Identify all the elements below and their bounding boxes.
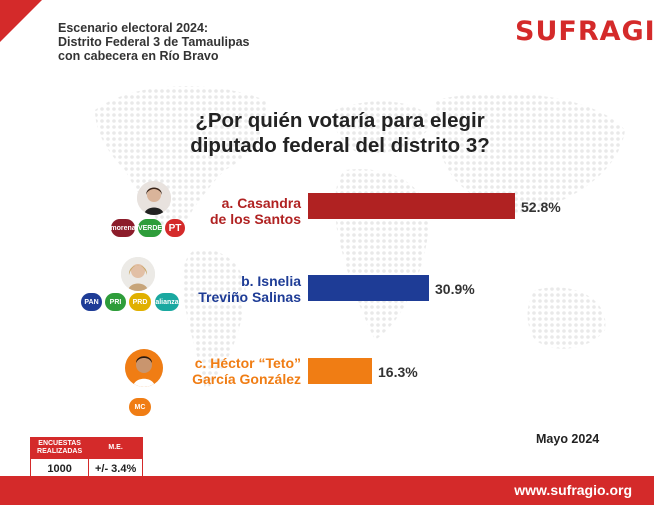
bar-label: a. Casandra	[221, 195, 301, 211]
party-logo-verde: VERDE	[138, 219, 162, 237]
party-logo-morena: morena	[110, 219, 136, 237]
bar-label: de los Santos	[209, 211, 301, 227]
party-logo-pan: PAN	[81, 293, 102, 311]
header-line: Escenario electoral 2024:	[58, 21, 209, 35]
candidate-a-name: a. Casandra de los Santos	[126, 195, 301, 227]
chart-title-line: diputado federal del distrito 3?	[190, 134, 490, 157]
candidate-c-avatar	[125, 349, 163, 387]
footer-bar: www.sufragio.org	[0, 476, 654, 505]
bar-value-label: 16.3%	[378, 364, 418, 380]
candidate-a-avatar	[137, 181, 171, 215]
party-logo-pt: PT	[165, 219, 185, 237]
candidate-b-name: b. Isnelia Treviño Salinas	[126, 273, 301, 305]
corner-triangle	[0, 0, 42, 42]
asia-shape	[433, 93, 625, 213]
party-logo-mc: MC	[129, 398, 151, 416]
candidate-b-avatar	[121, 257, 155, 291]
north-america-shape	[95, 86, 267, 240]
party-logo-alianza: alianza	[155, 293, 179, 311]
survey-header-count: ENCUESTAS REALIZADAS	[29, 437, 90, 459]
survey-header-line: ENCUESTAS	[38, 440, 81, 447]
europe-shape	[334, 101, 435, 155]
bar-label: c. Héctor “Teto”	[194, 355, 301, 371]
south-america-shape	[182, 249, 246, 390]
chart-title: ¿Por quién votaría para elegir diputado …	[150, 108, 530, 158]
party-logo-pri: PRI	[105, 293, 126, 311]
bar-candidate-b	[308, 275, 429, 301]
survey-date: Mayo 2024	[536, 432, 600, 446]
sufragio-logo: SUFRAGIO	[515, 16, 654, 47]
survey-header-margin: M.E.	[88, 437, 143, 459]
bar-label: García González	[192, 371, 301, 387]
survey-header-line: REALIZADAS	[37, 448, 83, 455]
survey-info-table: ENCUESTAS REALIZADAS M.E. 1000 +/- 3.4%	[29, 437, 143, 480]
bar-label: b. Isnelia	[241, 273, 301, 289]
bar-candidate-a	[308, 193, 515, 219]
header-line: Distrito Federal 3 de Tamaulipas	[58, 35, 250, 49]
candidate-c-name: c. Héctor “Teto” García González	[126, 355, 301, 387]
bar-value-label: 30.9%	[435, 281, 475, 297]
bar-value-label: 52.8%	[521, 199, 561, 215]
party-logo-prd: PRD	[129, 293, 151, 311]
header-title: Escenario electoral 2024: Distrito Feder…	[58, 21, 250, 63]
australia-shape	[527, 287, 606, 349]
footer-website-link[interactable]: www.sufragio.org	[514, 482, 632, 498]
header-line: con cabecera en Río Bravo	[58, 49, 219, 63]
chart-title-line: ¿Por quién votaría para elegir	[195, 109, 485, 132]
bar-candidate-c	[308, 358, 372, 384]
bar-label: Treviño Salinas	[198, 289, 301, 305]
